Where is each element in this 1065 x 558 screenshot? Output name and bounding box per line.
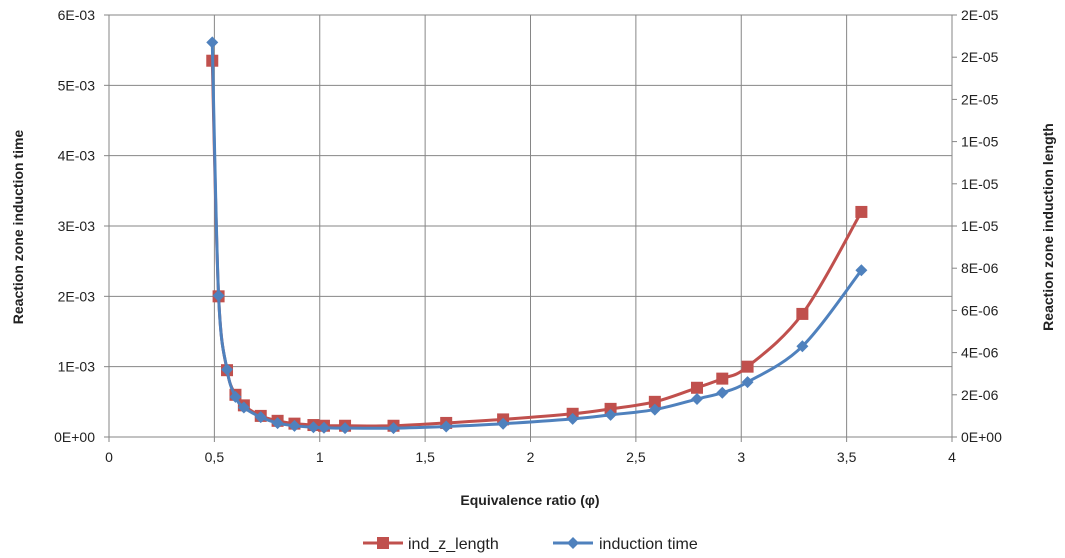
y-left-tick-label: 4E-03 xyxy=(58,148,96,164)
right-y-axis: 0E+00 2E-06 4E-06 6E-06 8E-06 1E-05 1E-05 1E-05… xyxy=(952,7,1002,445)
y-left-tick-label: 3E-03 xyxy=(58,218,96,234)
left-y-axis-title: Reaction zone induction time xyxy=(10,130,26,325)
series-layer xyxy=(206,36,868,435)
y-right-tick-label: 2E-06 xyxy=(961,387,999,403)
data-point xyxy=(307,421,320,434)
data-point xyxy=(716,372,729,385)
y-left-tick-label: 6E-03 xyxy=(58,7,96,23)
data-point xyxy=(206,36,219,49)
data-point xyxy=(796,340,809,353)
x-tick-label: 3,5 xyxy=(837,449,857,465)
x-axis: 0 0,5 1 1,5 2 2,5 3 3,5 4 xyxy=(105,437,956,465)
x-tick-label: 0,5 xyxy=(205,449,225,465)
data-point xyxy=(237,401,250,414)
data-point xyxy=(387,422,400,435)
y-right-tick-label: 1E-05 xyxy=(961,176,999,192)
series-ind-z-length xyxy=(206,54,868,432)
data-point xyxy=(690,393,703,406)
legend-label-ind-z-length: ind_z_length xyxy=(408,536,499,553)
x-tick-label: 4 xyxy=(948,449,956,465)
x-tick-label: 3 xyxy=(737,449,745,465)
grid xyxy=(108,14,953,438)
right-y-axis-title: Reaction zone induction length xyxy=(1040,123,1056,331)
legend-marker-induction-time xyxy=(567,537,579,549)
y-right-tick-label: 2E-05 xyxy=(961,7,999,23)
data-point xyxy=(497,417,510,430)
data-point xyxy=(716,386,729,399)
legend-marker-ind-z-length xyxy=(377,537,389,549)
data-point xyxy=(648,403,661,416)
y-right-tick-label: 4E-06 xyxy=(961,345,999,361)
data-point xyxy=(741,360,754,373)
data-point xyxy=(288,419,301,432)
y-right-tick-label: 2E-05 xyxy=(961,91,999,107)
legend: ind_z_length induction time xyxy=(363,536,698,553)
data-point xyxy=(317,421,330,434)
data-point xyxy=(855,205,868,218)
data-point xyxy=(229,390,242,403)
y-right-tick-label: 8E-06 xyxy=(961,260,999,276)
data-point xyxy=(566,412,579,425)
y-right-tick-label: 1E-05 xyxy=(961,134,999,150)
legend-item-induction-time: induction time xyxy=(553,536,698,553)
y-right-tick-label: 1E-05 xyxy=(961,218,999,234)
x-tick-label: 0 xyxy=(105,449,113,465)
x-tick-label: 2,5 xyxy=(626,449,646,465)
y-right-tick-label: 2E-05 xyxy=(961,49,999,65)
series-line-induction-time xyxy=(210,40,863,430)
data-point xyxy=(339,422,352,435)
legend-label-induction-time: induction time xyxy=(599,536,698,553)
y-left-tick-label: 0E+00 xyxy=(54,429,95,445)
data-point xyxy=(604,408,617,421)
y-left-tick-label: 2E-03 xyxy=(58,288,96,304)
data-point xyxy=(440,420,453,433)
x-tick-label: 1 xyxy=(316,449,324,465)
data-point xyxy=(212,289,225,302)
y-left-tick-label: 1E-03 xyxy=(58,359,96,375)
y-right-tick-label: 0E+00 xyxy=(961,429,1002,445)
series-induction-time xyxy=(206,36,868,435)
data-point xyxy=(254,411,267,424)
y-right-tick-label: 6E-06 xyxy=(961,302,999,318)
data-point xyxy=(271,417,284,430)
x-axis-title: Equivalence ratio (φ) xyxy=(460,492,599,508)
data-point xyxy=(221,363,234,376)
x-tick-label: 2 xyxy=(527,449,535,465)
data-point xyxy=(796,307,809,320)
data-point xyxy=(690,381,703,394)
y-left-tick-label: 5E-03 xyxy=(58,77,96,93)
series-line-ind-z-length xyxy=(210,59,863,428)
data-point xyxy=(855,264,868,277)
data-point xyxy=(648,395,661,408)
data-point xyxy=(741,376,754,389)
left-y-axis: 0E+00 1E-03 2E-03 3E-03 4E-03 5E-03 6E-03 xyxy=(54,7,109,445)
legend-item-ind-z-length: ind_z_length xyxy=(363,536,499,553)
x-tick-label: 1,5 xyxy=(415,449,435,465)
